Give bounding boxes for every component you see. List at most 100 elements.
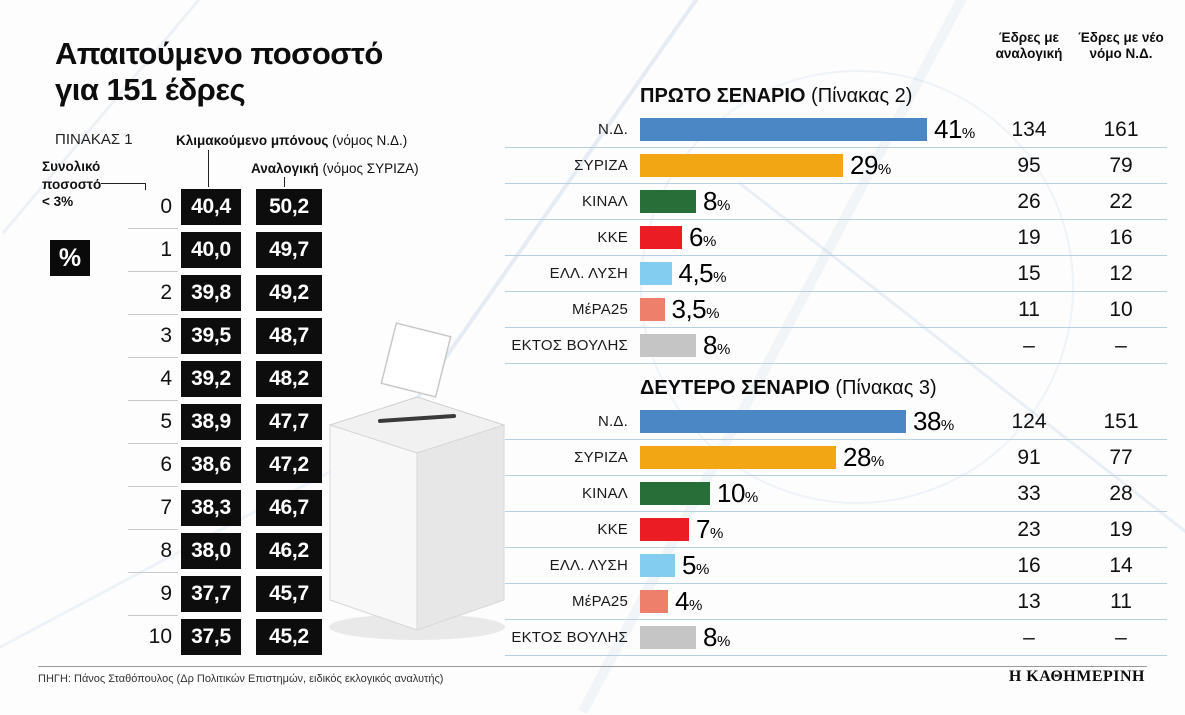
party-bar: [640, 190, 696, 213]
table1-proportional-value: 45,2: [256, 619, 322, 655]
seats-proportional: 15: [1017, 261, 1041, 285]
bonus-column-label-rest: (νόμος Ν.Δ.): [328, 133, 408, 148]
scenario-title: ΠΡΩΤΟ ΣΕΝΑΡΙΟ (Πίνακας 2): [640, 85, 913, 107]
bar-area: 5%: [640, 550, 983, 581]
seats-new-law: 14: [1109, 553, 1133, 577]
table1-row: 5 38,9 47,7: [128, 404, 322, 444]
seats-proportional: 134: [1011, 117, 1047, 141]
seats-proportional-header: Έδρες με αναλογική: [995, 30, 1063, 61]
table1-row: 3 39,5 48,7: [128, 318, 322, 358]
party-bar: [640, 590, 668, 613]
table1-proportional-value: 45,7: [256, 576, 322, 612]
table1-row: 0 40,4 50,2: [128, 189, 322, 229]
table1-total-pct: 3: [160, 324, 172, 347]
party-percent: 6%: [689, 222, 716, 252]
party-bar: [640, 226, 682, 249]
seats-proportional: 11: [1018, 297, 1040, 321]
party-percent: 5%: [682, 550, 709, 580]
party-label: ΜέΡΑ25: [572, 593, 628, 610]
bar-area: 41%: [640, 114, 983, 145]
party-bar: [640, 154, 843, 177]
ballot-box-illustration: [328, 322, 506, 640]
table1-proportional-value: 49,7: [256, 232, 322, 268]
kathimerini-logo: Η ΚΑΘΗΜΕΡΙΝΗ: [1008, 668, 1145, 685]
table1-proportional-value: 48,7: [256, 318, 322, 354]
table1: 0 40,4 50,2 1 40,0 49,7 2 39,8 49,2 3 39,5 48,7 4 39,…: [128, 189, 322, 662]
table1-label: ΠΙΝΑΚΑΣ 1: [55, 131, 133, 148]
scenario-title: ΔΕΥΤΕΡΟ ΣΕΝΑΡΙΟ (Πίνακας 3): [640, 377, 937, 399]
party-percent: 4%: [675, 586, 702, 616]
seats-new-law: 11: [1110, 589, 1132, 613]
bar-area: 8%: [640, 186, 983, 217]
proportional-column-label-bold: Αναλογική: [251, 161, 319, 176]
party-row: ΚΙΝΑΛ 8% 26 22: [505, 184, 1167, 220]
seats-new-law: 16: [1109, 225, 1133, 249]
party-bar: [640, 518, 689, 541]
scenarios-panel: Έδρες με αναλογική Έδρες με νέο νόμο Ν.Δ…: [505, 30, 1167, 656]
party-row: ΚΚΕ 6% 19 16: [505, 220, 1167, 256]
seats-new-law: –: [1115, 625, 1127, 649]
seats-new-law: 161: [1103, 117, 1139, 141]
table1-proportional-value: 48,2: [256, 361, 322, 397]
seats-proportional: –: [1023, 625, 1035, 649]
bar-area: 10%: [640, 478, 983, 509]
source-credit: ΠΗΓΗ: Πάνος Σταθόπουλος (Δρ Πολιτικών Επ…: [38, 673, 444, 685]
seats-proportional: 16: [1017, 553, 1041, 577]
party-row: ΜέΡΑ25 4% 13 11: [505, 584, 1167, 620]
bonus-column-pointer-line: [208, 150, 209, 187]
table1-total-pct: 9: [160, 582, 172, 605]
party-percent: 41%: [934, 114, 975, 144]
party-bar: [640, 410, 906, 433]
page-title-line1: Απαιτούμενο ποσοστό: [55, 36, 383, 71]
table1-row: 10 37,5 45,2: [136, 619, 322, 655]
party-row: ΕΛΛ. ΛΥΣΗ 5% 16 14: [505, 548, 1167, 584]
scenario-section: ΠΡΩΤΟ ΣΕΝΑΡΙΟ (Πίνακας 2) Ν.Δ. 41% 134 161 ΣΥ…: [505, 80, 1167, 364]
seats-proportional: 19: [1017, 225, 1041, 249]
party-label: ΕΚΤΟΣ ΒΟΥΛΗΣ: [511, 337, 628, 354]
seats-proportional: –: [1023, 333, 1035, 357]
bar-area: 28%: [640, 442, 983, 473]
bar-area: 4%: [640, 586, 983, 617]
party-label: ΣΥΡΙΖΑ: [574, 157, 628, 174]
table1-bonus-value: 38,9: [181, 404, 241, 440]
seats-new-law: 151: [1103, 409, 1139, 433]
party-bar: [640, 262, 672, 285]
table1-row: 9 37,7 45,7: [128, 576, 322, 616]
party-label: Ν.Δ.: [598, 121, 628, 138]
party-row: ΣΥΡΙΖΑ 28% 91 77: [505, 440, 1167, 476]
party-row: ΕΚΤΟΣ ΒΟΥΛΗΣ 8% – –: [505, 620, 1167, 656]
table1-row: 4 39,2 48,2: [128, 361, 322, 401]
table1-total-pct: 8: [160, 539, 172, 562]
party-label: Ν.Δ.: [598, 413, 628, 430]
table1-bonus-value: 40,4: [181, 189, 241, 225]
seats-new-law: 22: [1109, 189, 1133, 213]
party-percent: 8%: [703, 622, 730, 652]
seats-new-law: 19: [1109, 517, 1133, 541]
seats-proportional: 124: [1011, 409, 1047, 433]
page-title-line2: για 151 έδρες: [55, 71, 246, 107]
seats-new-law-header: Έδρες με νέο νόμο Ν.Δ.: [1078, 30, 1164, 61]
party-label: ΕΚΤΟΣ ΒΟΥΛΗΣ: [511, 629, 628, 646]
table1-total-pct: 0: [160, 195, 172, 218]
seats-new-law: 12: [1109, 261, 1133, 285]
table1-total-pct: 6: [160, 453, 172, 476]
seats-new-law: 10: [1109, 297, 1133, 321]
party-label: ΣΥΡΙΖΑ: [574, 449, 628, 466]
party-bar: [640, 626, 696, 649]
bonus-column-label: Κλιμακούμενο μπόνους (νόμος Ν.Δ.): [176, 133, 407, 148]
party-label: ΕΛΛ. ΛΥΣΗ: [549, 557, 628, 574]
party-row: ΣΥΡΙΖΑ 29% 95 79: [505, 148, 1167, 184]
table1-bonus-value: 38,3: [181, 490, 241, 526]
party-percent: 10%: [717, 478, 758, 508]
seats-column-headers: Έδρες με αναλογική Έδρες με νέο νόμο Ν.Δ…: [505, 30, 1167, 80]
table1-bonus-value: 37,7: [181, 576, 241, 612]
party-percent: 29%: [850, 150, 891, 180]
scenarios-container: ΠΡΩΤΟ ΣΕΝΑΡΙΟ (Πίνακας 2) Ν.Δ. 41% 134 161 ΣΥ…: [505, 80, 1167, 656]
party-label: ΜέΡΑ25: [572, 301, 628, 318]
percent-badge: %: [50, 240, 90, 276]
table1-proportional-value: 50,2: [256, 189, 322, 225]
table1-proportional-value: 46,2: [256, 533, 322, 569]
table1-bonus-value: 39,5: [181, 318, 241, 354]
party-percent: 4,5%: [678, 258, 727, 288]
